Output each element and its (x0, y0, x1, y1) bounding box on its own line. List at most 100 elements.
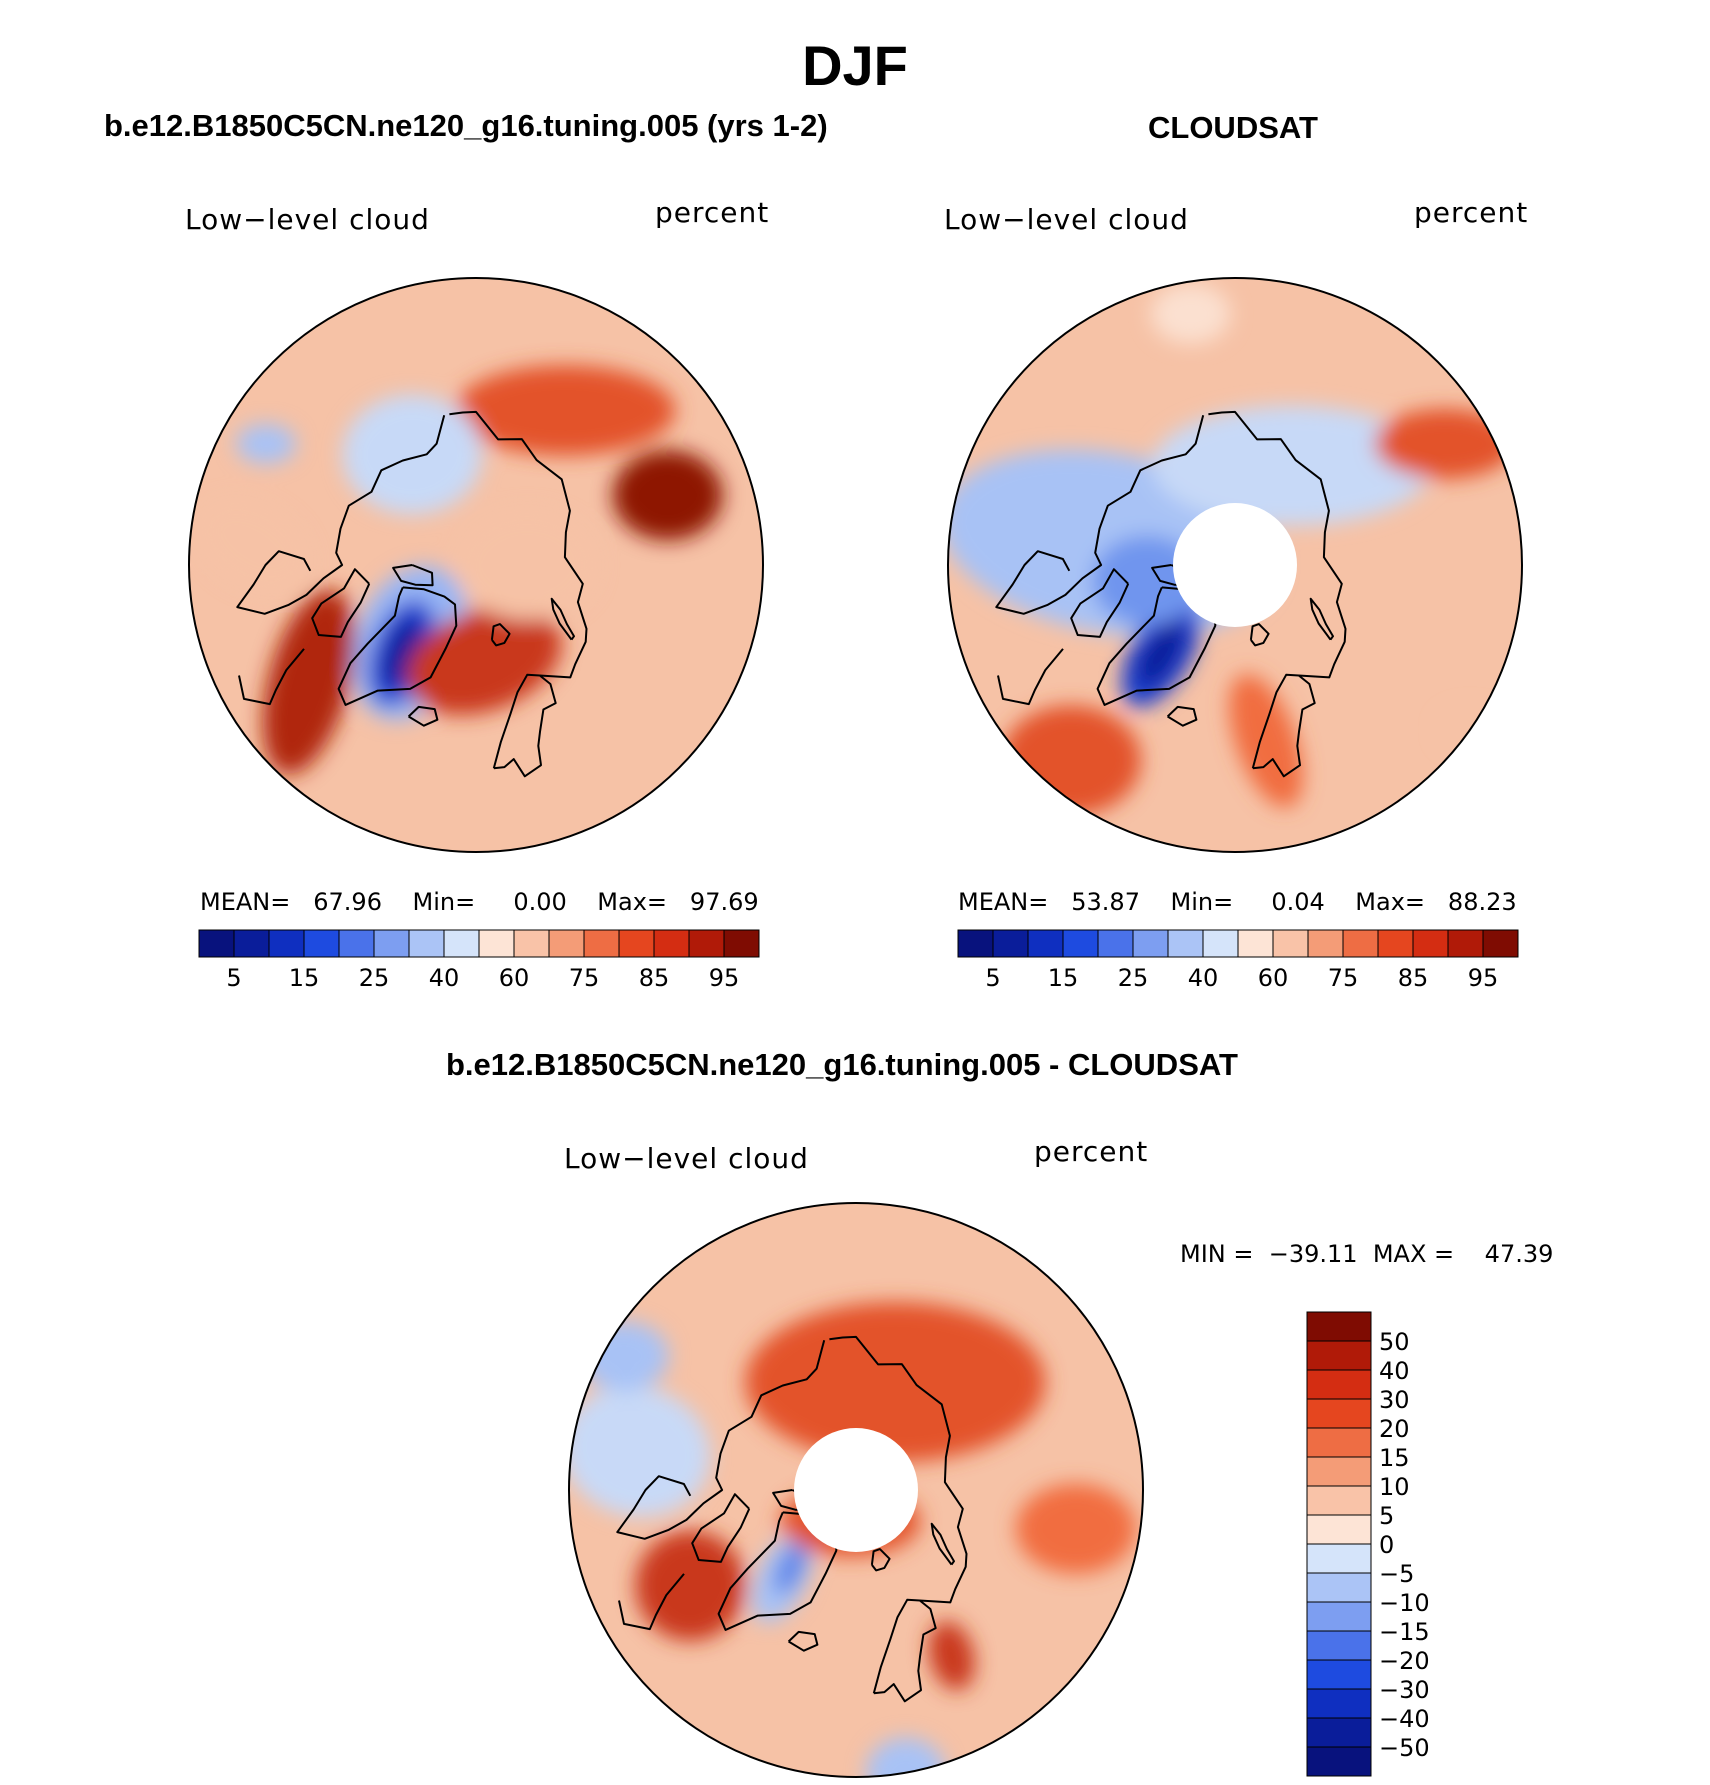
colorbar-tick-label: 50 (1379, 1328, 1410, 1356)
colorbar-swatch (548, 929, 585, 958)
labrador-coast (997, 648, 1064, 706)
svalbard-coast (870, 1548, 891, 1572)
field-region (774, 1542, 807, 1595)
colorbar-swatch (1306, 1485, 1372, 1516)
panel-units-label: percent (1414, 196, 1529, 229)
field-region (579, 1321, 670, 1392)
missing-data-pole (794, 1428, 918, 1552)
svalbard-coast (1249, 623, 1270, 647)
min-value: 0.04 (1271, 888, 1325, 916)
colorbar-swatch (957, 929, 994, 958)
colorbar-swatch (1306, 1311, 1372, 1342)
colorbar-tick-label: −5 (1379, 1560, 1414, 1588)
min-value: 0.00 (513, 888, 567, 916)
colorbar-swatch (1306, 1717, 1372, 1748)
colorbar-swatch (1306, 1572, 1372, 1603)
colorbar-swatch (1202, 929, 1239, 958)
colorbar-swatch (1097, 929, 1134, 958)
min-label: Min= (412, 888, 476, 916)
colorbar-obs: 5 15 25 40 60 75 85 95 (957, 929, 1519, 992)
map-boundary (188, 277, 764, 853)
colorbar-tick-label: 85 (1398, 964, 1429, 992)
field-region (236, 423, 297, 464)
greenland-coast (337, 586, 458, 706)
colorbar-tick-label: 75 (569, 964, 600, 992)
max-value: 97.69 (689, 888, 759, 916)
colorbar-model: 5 15 25 40 60 75 85 95 (198, 929, 760, 992)
panel-variable-label: Low−level cloud (185, 203, 430, 236)
colorbar-tick-label: 60 (1258, 964, 1289, 992)
baffin-island-coast (1070, 568, 1130, 638)
field-region (1152, 405, 1433, 526)
colorbar-tick-label: 40 (1188, 964, 1219, 992)
colorbar-tick-label: −20 (1379, 1647, 1430, 1675)
field-region (457, 510, 598, 620)
ellesmere-coast (392, 564, 434, 587)
colorbar-swatch (583, 929, 620, 958)
panel-title-model: b.e12.B1850C5CN.ne120_g16.tuning.005 (yr… (104, 108, 828, 143)
north-america-arctic-coast (236, 415, 446, 615)
field-region (407, 605, 562, 715)
colorbar-swatch (373, 929, 410, 958)
field-region (1229, 674, 1303, 808)
labrador-coast (618, 1573, 685, 1631)
colorbar-swatch (1306, 1688, 1372, 1719)
polar-map-diff (568, 1202, 1144, 1778)
panel-variable-label: Low−level cloud (944, 203, 1189, 236)
novaya-zemlya-coast (550, 597, 575, 641)
polar-map-obs (947, 277, 1523, 853)
field-region (342, 394, 483, 515)
colorbar-swatch (513, 929, 550, 958)
colorbar-tick-label: 75 (1328, 964, 1359, 992)
colorbar-swatch (443, 929, 480, 958)
colorbar-swatch (1412, 929, 1449, 958)
colorbar-tick-label: 15 (1379, 1444, 1410, 1472)
colorbar-swatch (1306, 1630, 1372, 1661)
panel-units-label: percent (1034, 1135, 1149, 1168)
colorbar-swatch (1306, 1398, 1372, 1429)
mean-value: 53.87 (1071, 888, 1140, 916)
panel-stats: MEAN= 67.96 Min= 0.00 Max= 97.69 (200, 888, 759, 916)
eurasia-arctic-coast (449, 410, 588, 679)
field-region (1374, 408, 1515, 479)
colorbar-swatch (1306, 1601, 1372, 1632)
panel-title-diff: b.e12.B1850C5CN.ne120_g16.tuning.005 - C… (446, 1047, 1238, 1082)
field-region (569, 1385, 711, 1517)
mean-label: MEAN= (958, 888, 1049, 916)
colorbar-tick-label: 15 (1048, 964, 1079, 992)
colorbar-swatch (1306, 1659, 1372, 1690)
iceland-coast (407, 705, 439, 727)
figure-title: DJF (802, 34, 908, 97)
colorbar-tick-label: 40 (429, 964, 460, 992)
max-label: Max= (1355, 888, 1426, 916)
colorbar-tick-label: 25 (359, 964, 390, 992)
min-value: −39.11 (1268, 1240, 1358, 1268)
colorbar-swatch (268, 929, 305, 958)
min-label: MIN = (1180, 1240, 1254, 1268)
max-label: Max= (597, 888, 668, 916)
north-america-arctic-coast (616, 1340, 826, 1540)
colorbar-swatch (1062, 929, 1099, 958)
colorbar-swatch (1132, 929, 1169, 958)
colorbar-swatch (1447, 929, 1484, 958)
colorbar-swatch (1342, 929, 1379, 958)
map-boundary (947, 277, 1523, 853)
baffin-island-coast (691, 1493, 751, 1563)
colorbar-tick-label: −10 (1379, 1589, 1430, 1617)
colorbar-swatch (1306, 1543, 1372, 1574)
colorbar-swatch (1307, 929, 1344, 958)
colorbar-swatch (408, 929, 445, 958)
panel-stats: MIN = −39.11 MAX = 47.39 (1180, 1240, 1553, 1268)
north-america-arctic-coast (995, 415, 1205, 615)
colorbar-tick-label: −15 (1379, 1618, 1430, 1646)
field-region (1150, 283, 1231, 344)
field-region (1137, 619, 1185, 687)
colorbar-swatch (303, 929, 340, 958)
field-region (1001, 705, 1142, 816)
colorbar-swatch (1272, 929, 1309, 958)
colorbar-swatch (1306, 1514, 1372, 1545)
colorbar-tick-label: 85 (639, 964, 670, 992)
max-label: MAX = (1372, 1240, 1455, 1268)
colorbar-swatch (198, 929, 235, 958)
